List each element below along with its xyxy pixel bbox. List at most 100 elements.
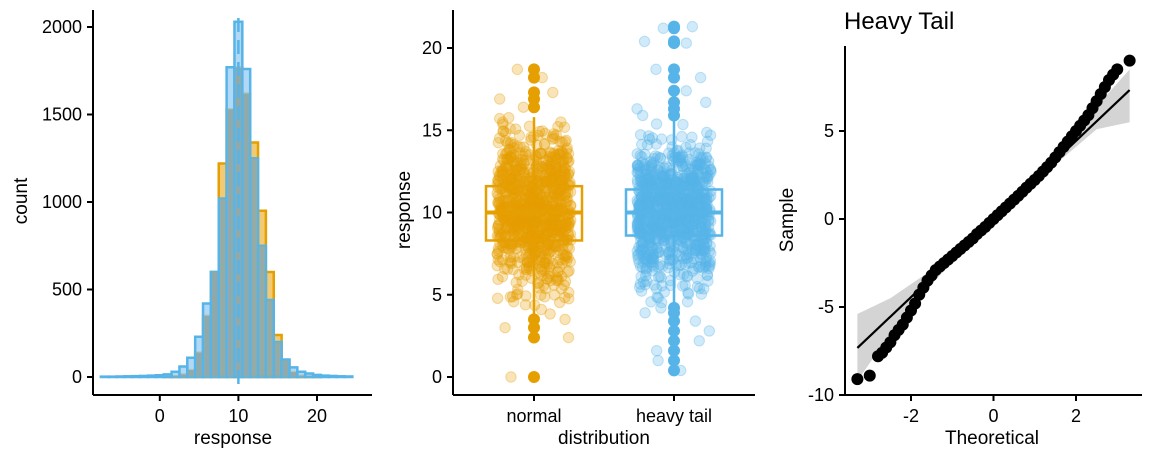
- jitter-point: [641, 191, 653, 203]
- jitter-point: [645, 158, 658, 171]
- jitter-point: [634, 149, 646, 162]
- jitter-point: [553, 296, 566, 309]
- jitter-point: [496, 271, 509, 283]
- jitter-point: [705, 215, 717, 227]
- jitter-point: [691, 158, 703, 170]
- jitter-point: [688, 191, 701, 203]
- jitter-point: [512, 223, 525, 236]
- jitter-point: [536, 221, 549, 233]
- jitter-point: [551, 225, 564, 237]
- jitter-point: [695, 216, 707, 229]
- jitter-point: [650, 242, 663, 254]
- jitter-point: [632, 248, 645, 260]
- jitter-point: [649, 174, 661, 187]
- jitter-point: [677, 195, 689, 207]
- jitter-point: [508, 169, 521, 182]
- jitter-point: [555, 156, 568, 168]
- jitter-point: [698, 238, 710, 251]
- jitter-point: [654, 152, 666, 164]
- jitter-point: [698, 175, 710, 188]
- jitter-point: [655, 302, 667, 314]
- jitter-point: [636, 237, 649, 249]
- jitter-point: [537, 220, 549, 232]
- jitter-point: [640, 215, 653, 227]
- jitter-point: [519, 189, 531, 201]
- jitter-point: [677, 193, 689, 205]
- jitter-point: [687, 170, 699, 182]
- jitter-point: [693, 261, 706, 273]
- jitter-point: [703, 262, 715, 275]
- jitter-point: [540, 191, 552, 203]
- jitter-point: [493, 198, 505, 211]
- jitter-point: [643, 197, 655, 209]
- jitter-point: [667, 198, 679, 210]
- jitter-point: [683, 153, 695, 166]
- jitter-point: [642, 249, 655, 261]
- jitter-point: [673, 215, 685, 228]
- jitter-point: [635, 176, 647, 188]
- jitter-point: [534, 188, 546, 200]
- jitter-point: [540, 194, 553, 207]
- jitter-point: [683, 147, 695, 159]
- jitter-point: [552, 148, 565, 161]
- jitter-point: [684, 176, 696, 188]
- jitter-point: [661, 162, 674, 174]
- jitter-point: [536, 161, 549, 173]
- jitter-point: [634, 278, 647, 290]
- jitter-point: [514, 157, 527, 169]
- jitter-point: [681, 243, 693, 256]
- jitter-point: [634, 194, 646, 206]
- jitter-point: [658, 196, 670, 208]
- jitter-point: [500, 159, 513, 172]
- jitter-point: [507, 149, 520, 161]
- jitter-point: [527, 197, 539, 209]
- jitter-point: [654, 228, 666, 240]
- jitter-point: [683, 167, 696, 179]
- jitter-point: [660, 161, 673, 173]
- jitter-point: [699, 218, 712, 230]
- jitter-point: [651, 291, 663, 303]
- jitter-point: [638, 35, 651, 48]
- jitter-point: [499, 160, 512, 172]
- jitter-point: [691, 280, 704, 293]
- jitter-point: [493, 224, 506, 236]
- jitter-point: [652, 151, 664, 163]
- jitter-point: [530, 216, 542, 228]
- jitter-point: [688, 253, 700, 265]
- jitter-point: [510, 289, 523, 301]
- jitter-point: [503, 143, 515, 156]
- outlier-point: [668, 344, 680, 357]
- jitter-point: [496, 116, 509, 128]
- jitter-point: [640, 168, 652, 180]
- jitter-point: [659, 248, 672, 261]
- jitter-point: [546, 172, 558, 184]
- jitter-point: [654, 162, 666, 174]
- jitter-point: [652, 164, 664, 176]
- jitter-point: [643, 170, 655, 182]
- jitter-point: [559, 188, 572, 201]
- jitter-point: [635, 191, 648, 203]
- histogram-y-axis-title: count: [11, 177, 32, 224]
- jitter-point: [505, 257, 518, 270]
- jitter-point: [554, 254, 566, 266]
- jitter-point: [675, 258, 687, 271]
- jitter-point: [534, 197, 546, 209]
- jitter-point: [533, 198, 545, 210]
- jitter-point: [655, 133, 668, 145]
- jitter-point: [494, 160, 507, 172]
- outlier-point: [668, 334, 680, 347]
- jitter-point: [556, 219, 569, 231]
- jitter-point: [526, 214, 539, 227]
- jitter-point: [544, 217, 557, 229]
- qq-axes: -2 0 2 -10 -5 0 5: [808, 46, 1142, 426]
- jitter-point: [507, 155, 520, 167]
- jitter-point: [656, 177, 669, 190]
- jitter-point: [652, 217, 665, 230]
- jitter-point: [639, 278, 651, 291]
- jitter-point: [673, 221, 685, 233]
- jitter-point: [539, 218, 551, 230]
- jitter-point: [503, 194, 515, 207]
- jitter-point: [647, 252, 660, 264]
- jitter-point: [701, 198, 713, 210]
- jitter-point: [545, 147, 557, 160]
